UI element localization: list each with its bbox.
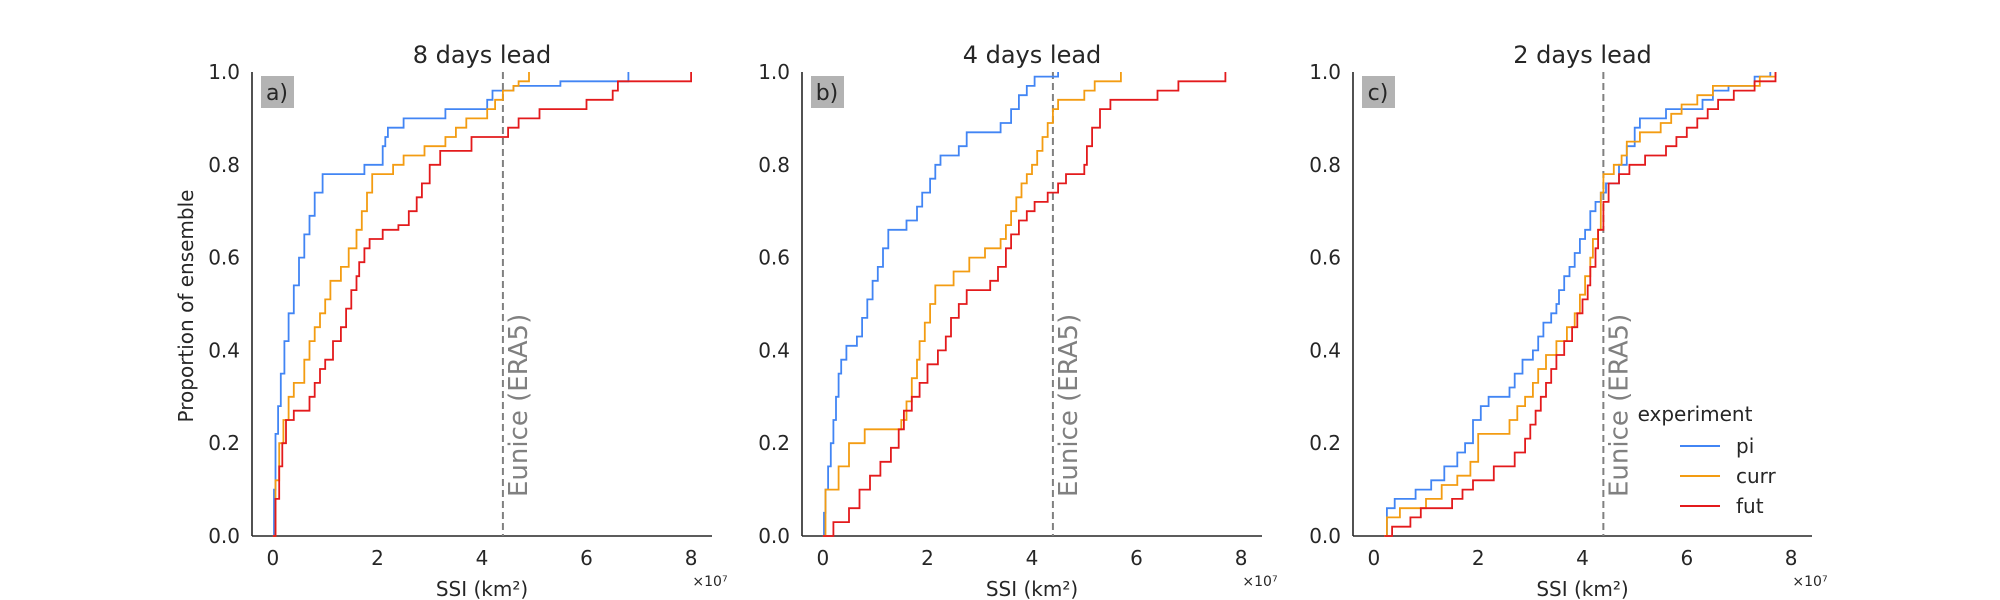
x-tick-label: 2 xyxy=(1472,546,1485,570)
panel-tag: c) xyxy=(1362,76,1395,108)
panel-title: 2 days lead xyxy=(1513,41,1652,69)
reference-line-label: Eunice (ERA5) xyxy=(1604,314,1634,497)
y-tick-label: 0.6 xyxy=(1309,246,1341,270)
series-line-pi xyxy=(822,72,1059,537)
reference-line-label: Eunice (ERA5) xyxy=(504,314,534,497)
legend-entry-label: curr xyxy=(1736,464,1777,488)
y-tick-label: 0.8 xyxy=(758,153,790,177)
y-tick-label: 0.0 xyxy=(1309,524,1341,548)
series-line-pi xyxy=(1384,72,1772,537)
reference-line-label: Eunice (ERA5) xyxy=(1054,314,1084,497)
series-line-curr xyxy=(272,72,530,537)
x-offset-label: ×10⁷ xyxy=(1792,574,1827,590)
x-tick-label: 6 xyxy=(580,546,593,570)
series-line-pi xyxy=(272,72,630,537)
x-tick-label: 2 xyxy=(371,546,384,570)
panel-tag: a) xyxy=(261,76,294,108)
y-tick-label: 1.0 xyxy=(1309,60,1341,84)
y-tick-label: 0.8 xyxy=(208,153,240,177)
panel-tag-label: b) xyxy=(816,81,839,106)
x-tick-label: 6 xyxy=(1130,546,1143,570)
x-tick-label: 0 xyxy=(1367,546,1380,570)
x-tick-label: 0 xyxy=(267,546,280,570)
x-tick-label: 8 xyxy=(685,546,698,570)
y-tick-label: 0.0 xyxy=(208,524,240,548)
y-tick-label: 1.0 xyxy=(758,60,790,84)
y-tick-label: 0.2 xyxy=(1309,431,1341,455)
x-tick-label: 4 xyxy=(1026,546,1039,570)
panel-tag-label: c) xyxy=(1368,81,1389,106)
legend-title: experiment xyxy=(1638,402,1753,426)
x-tick-label: 8 xyxy=(1235,546,1248,570)
x-tick-label: 8 xyxy=(1785,546,1798,570)
panel-tag: b) xyxy=(811,76,844,108)
panel-2: 2 days lead 0.0 0.2 0.4 0.6 0.8 1.0 0 2 4 6 8 SSI (k… xyxy=(1309,41,1827,600)
y-tick-label: 0.0 xyxy=(758,524,790,548)
series-line-curr xyxy=(822,72,1122,537)
x-axis-label: SSI (km²) xyxy=(986,577,1078,600)
panel-0: 8 days lead 0.0 0.2 0.4 0.6 0.8 1.0 0 2 4 6 8 SSI (k… xyxy=(208,41,727,600)
panel-1: 4 days lead 0.0 0.2 0.4 0.6 0.8 1.0 0 2 4 6 8 SSI (k… xyxy=(758,41,1277,600)
panel-tag-box xyxy=(811,76,844,108)
legend: experiment pi curr fut xyxy=(1638,402,1777,518)
panel-title: 8 days lead xyxy=(413,41,552,69)
y-axis-label: Proportion of ensemble xyxy=(174,190,198,423)
legend-entry-label: pi xyxy=(1736,434,1754,458)
x-offset-label: ×10⁷ xyxy=(1242,574,1277,590)
x-tick-label: 4 xyxy=(1576,546,1589,570)
series-line-fut xyxy=(822,72,1227,537)
y-tick-label: 0.2 xyxy=(758,431,790,455)
legend-entry-label: fut xyxy=(1736,494,1764,518)
panel-tag-label: a) xyxy=(266,81,288,106)
x-tick-label: 4 xyxy=(476,546,489,570)
panel-tag-box xyxy=(1362,76,1395,108)
y-tick-label: 0.6 xyxy=(208,246,240,270)
x-tick-label: 0 xyxy=(817,546,830,570)
y-tick-label: 0.4 xyxy=(1309,338,1341,362)
x-axis-label: SSI (km²) xyxy=(1536,577,1628,600)
y-tick-label: 0.2 xyxy=(208,431,240,455)
x-axis-label: SSI (km²) xyxy=(436,577,528,600)
series-line-curr xyxy=(1384,72,1777,537)
y-tick-label: 0.8 xyxy=(1309,153,1341,177)
y-tick-label: 0.4 xyxy=(208,338,240,362)
x-tick-label: 2 xyxy=(921,546,934,570)
x-tick-label: 6 xyxy=(1680,546,1693,570)
series-line-fut xyxy=(1384,72,1777,537)
y-tick-label: 0.6 xyxy=(758,246,790,270)
y-tick-label: 1.0 xyxy=(208,60,240,84)
panel-tag-box xyxy=(261,76,294,108)
y-tick-label: 0.4 xyxy=(758,338,790,362)
panels: 8 days lead 0.0 0.2 0.4 0.6 0.8 1.0 0 2 4 6 8 SSI (k… xyxy=(208,41,1827,600)
x-offset-label: ×10⁷ xyxy=(692,574,727,590)
series-line-fut xyxy=(272,72,692,537)
panel-title: 4 days lead xyxy=(963,41,1102,69)
